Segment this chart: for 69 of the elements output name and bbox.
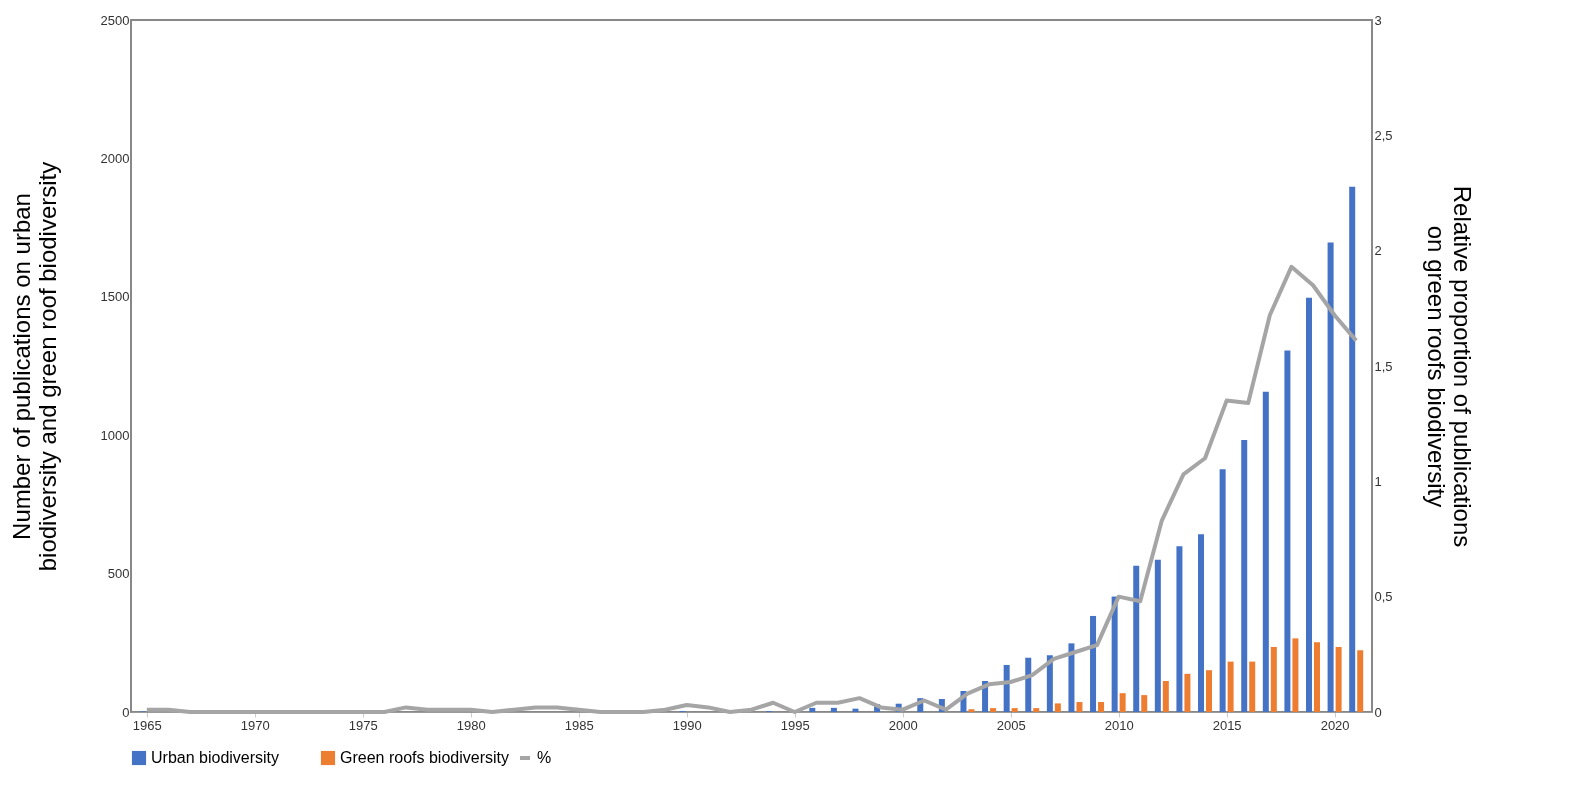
bar — [1162, 681, 1169, 712]
bar — [830, 707, 837, 712]
legend-label: Urban biodiversity — [151, 749, 280, 766]
x-tick-label: 2015 — [1212, 717, 1242, 733]
bar — [1090, 615, 1097, 712]
bar — [1068, 643, 1075, 712]
bar — [1054, 703, 1061, 712]
bar — [1033, 708, 1040, 712]
bar — [1111, 596, 1118, 712]
x-tick-label: 1970 — [240, 717, 270, 733]
bar — [1262, 391, 1269, 712]
bar — [1292, 638, 1299, 712]
bar — [1046, 655, 1053, 712]
bar — [1206, 670, 1213, 712]
y-tick-label: 2000 — [100, 150, 130, 166]
bar — [1284, 350, 1291, 712]
y2-tick-label: 1,5 — [1374, 358, 1393, 374]
y2-tick-label: 0,5 — [1374, 589, 1393, 605]
legend-label: % — [537, 749, 552, 766]
bar — [1176, 546, 1183, 712]
y2-tick-label: 2,5 — [1374, 127, 1393, 143]
bar — [1098, 702, 1105, 712]
y2-tick-label: 0 — [1374, 704, 1382, 720]
x-tick-label: 2020 — [1320, 717, 1350, 733]
bar — [1025, 657, 1032, 712]
legend-label: Green roofs biodiversity — [340, 749, 509, 766]
y2-tick-label: 1 — [1374, 473, 1382, 489]
bar — [1249, 661, 1256, 712]
bar — [809, 707, 816, 712]
y2-tick-label: 2 — [1374, 243, 1382, 259]
x-tick-label: 1975 — [348, 717, 378, 733]
bar — [1270, 646, 1277, 712]
bar — [1184, 673, 1191, 712]
y-tick-label: 1000 — [100, 427, 130, 443]
y-tick-label: 500 — [107, 566, 130, 582]
x-tick-label: 2000 — [888, 717, 918, 733]
bar — [968, 709, 975, 712]
bar — [1154, 559, 1161, 712]
bar — [1327, 242, 1334, 712]
bar — [1335, 646, 1342, 712]
bar — [1314, 642, 1321, 712]
bar — [1227, 661, 1234, 712]
bar — [1219, 469, 1226, 712]
x-tick-label: 1985 — [564, 717, 594, 733]
y-axis-title: Number of publications on urban biodiversity and green roof biodiversity — [7, 161, 61, 572]
bar — [1357, 650, 1364, 712]
x-tick-label: 2005 — [996, 717, 1026, 733]
bar — [1141, 695, 1148, 712]
y-tick-label: 1500 — [100, 289, 130, 305]
y-tick-label: 0 — [122, 704, 130, 720]
bar — [852, 708, 859, 712]
bar — [1076, 702, 1083, 712]
bar — [1003, 664, 1010, 712]
x-tick-label: 2010 — [1104, 717, 1134, 733]
y2-axis-title: Relative proportion of publications on green roofs biodiversity — [1422, 185, 1476, 548]
x-tick-label: 1990 — [672, 717, 702, 733]
x-tick-label: 1965 — [132, 717, 162, 733]
bar — [990, 708, 997, 712]
bar — [1011, 708, 1018, 712]
x-tick-label: 1980 — [456, 717, 486, 733]
bar — [1133, 565, 1140, 712]
y2-tick-label: 3 — [1374, 12, 1382, 28]
bar — [1306, 297, 1313, 712]
bar — [1198, 534, 1205, 712]
bar — [1349, 186, 1356, 712]
x-tick-label: 1995 — [780, 717, 810, 733]
y-tick-label: 2500 — [100, 12, 130, 28]
bar — [1119, 693, 1126, 712]
bar — [1241, 439, 1248, 712]
